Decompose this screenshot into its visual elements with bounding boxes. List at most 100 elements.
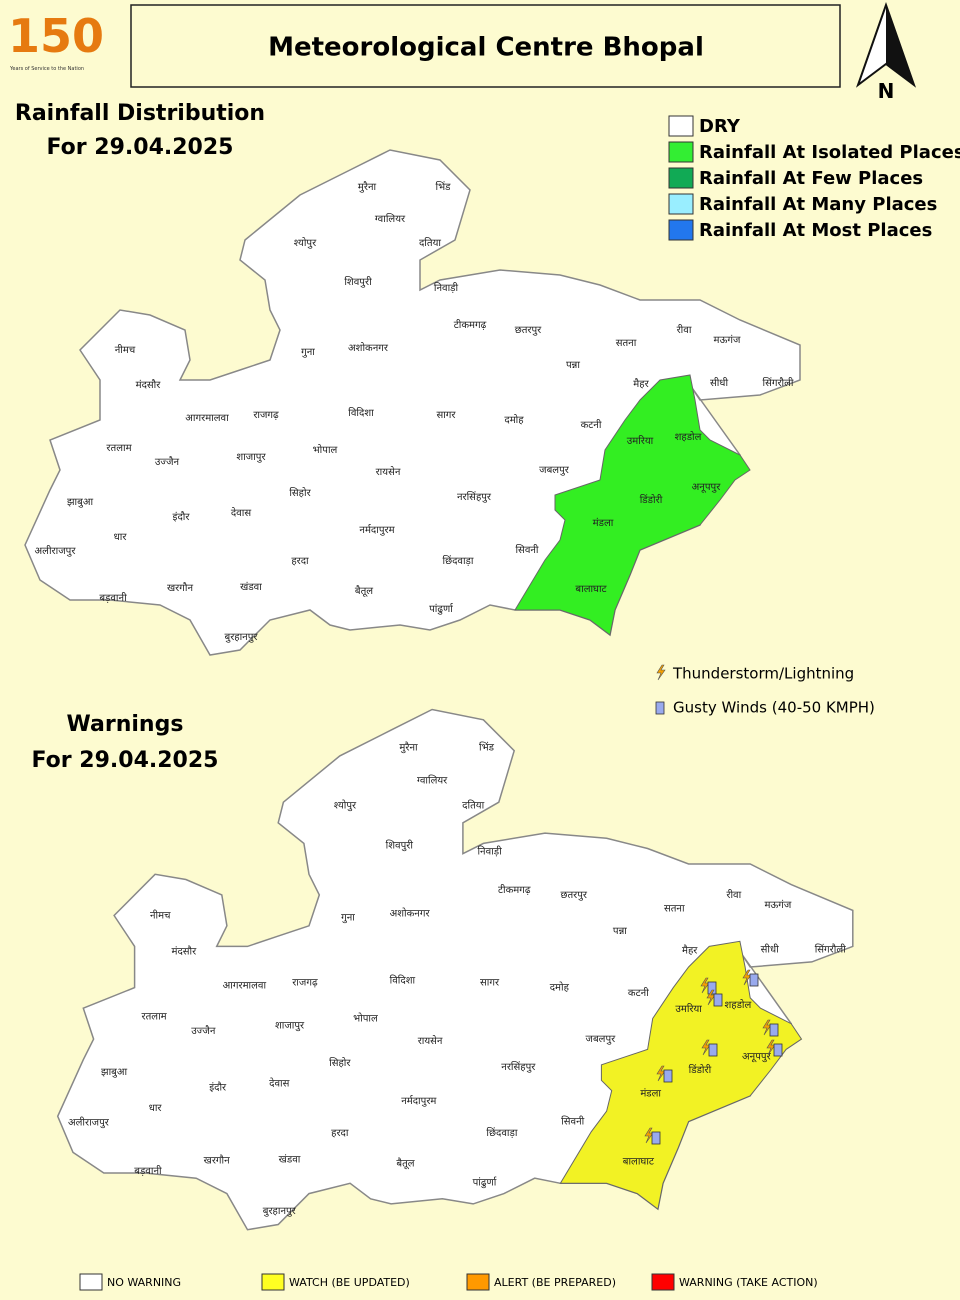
district-label: सागर — [480, 977, 500, 988]
district-label: बड़वानी — [99, 592, 127, 604]
legend-swatch — [668, 141, 694, 163]
district-label: मंडला — [640, 1088, 661, 1100]
district-label: सीधी — [710, 377, 729, 389]
district-label: छतरपुर — [560, 890, 587, 901]
district-label: उमरिया — [675, 1003, 702, 1015]
map-title: Rainfall Distribution — [15, 101, 265, 126]
district-label: दमोह — [504, 414, 524, 426]
district-label: भिंड — [436, 181, 452, 193]
district-label: राजगढ़ — [292, 977, 318, 988]
wind-icon — [773, 1043, 783, 1057]
symbol-label: Thunderstorm/Lightning — [672, 665, 854, 683]
district-label: विदिशा — [348, 407, 374, 419]
district-label: रीवा — [726, 889, 741, 901]
legend-label: Rainfall At Most Places — [699, 220, 932, 241]
district-label: देवास — [231, 507, 251, 519]
district-label: मुरैना — [358, 181, 377, 193]
district-label: मैहर — [633, 378, 649, 390]
district-label: कटनी — [581, 419, 602, 431]
district-label: गुना — [341, 913, 355, 924]
district-label: छतरपुर — [515, 325, 542, 336]
wind-icon — [663, 1069, 673, 1083]
district-label: मऊगंज — [764, 899, 791, 911]
district-label: छिंदवाड़ा — [486, 1127, 517, 1139]
district-label: शाजापुर — [236, 452, 266, 463]
district-label: श्योपुर — [294, 237, 317, 249]
legend-swatch — [668, 193, 694, 215]
district-label: गुना — [301, 347, 315, 358]
wind-icon — [651, 1131, 661, 1145]
legend-swatch — [668, 115, 694, 137]
district-label: अशोकनगर — [348, 342, 389, 354]
thunder-icon — [762, 1019, 772, 1036]
district-label: ग्वालियर — [375, 213, 406, 225]
district-label: उज्जैन — [191, 1025, 216, 1037]
district-label: शाजापुर — [275, 1021, 305, 1032]
map-date: For 29.04.2025 — [32, 748, 219, 773]
district-label: छिंदवाड़ा — [443, 555, 474, 567]
map-title: Warnings — [67, 712, 184, 737]
district-label: सिंगरौली — [762, 377, 793, 389]
district-label: राजगढ़ — [253, 410, 279, 421]
district-label: मुरैना — [399, 742, 418, 754]
district-label: पन्ना — [613, 926, 627, 937]
district-label: बुरहानपुर — [263, 1206, 297, 1217]
legend-label: Rainfall At Isolated Places — [699, 142, 960, 163]
district-label: नर्मदापुरम — [401, 1095, 437, 1107]
wind-icon — [769, 1023, 779, 1037]
district-label: सिहोर — [289, 487, 311, 499]
district-label: भोपाल — [313, 444, 338, 456]
district-label: अशोकनगर — [390, 907, 431, 919]
district-label: पन्ना — [566, 360, 580, 371]
thunder-icon — [644, 1127, 654, 1144]
district-label: धार — [114, 532, 128, 543]
district-label: सिहोर — [329, 1057, 351, 1069]
district-label: पांढुर्णा — [429, 603, 454, 615]
district-label: सीधी — [761, 943, 780, 955]
wind-icon — [708, 1043, 718, 1057]
district-label: रायसेन — [376, 466, 401, 478]
legend-label: WATCH (BE UPDATED) — [289, 1276, 410, 1289]
district-label: सिवनी — [515, 544, 538, 556]
district-label: बड़वानी — [134, 1165, 162, 1177]
district-label: अलीराजपुर — [35, 545, 77, 557]
title-box — [130, 4, 841, 88]
legend-swatch — [651, 1273, 675, 1291]
district-label: सागर — [436, 410, 456, 421]
district-label: पांढुर्णा — [473, 1176, 498, 1188]
district-label: धार — [149, 1103, 163, 1114]
district-label: मैहर — [682, 945, 698, 957]
district-label: नीमच — [150, 910, 171, 922]
district-label: निवाड़ी — [477, 846, 502, 858]
north-arrow-half — [886, 5, 914, 85]
wind-icon — [655, 701, 665, 715]
legend-label: WARNING (TAKE ACTION) — [679, 1276, 818, 1289]
district-label: अनूपपुर — [692, 482, 722, 493]
district-label: दतिया — [419, 237, 441, 249]
district-label: कटनी — [628, 987, 649, 999]
district-label: जबलपुर — [539, 465, 570, 476]
district-label: रीवा — [677, 324, 692, 336]
district-label: शहडोल — [675, 431, 702, 443]
thunder-icon — [656, 1065, 666, 1082]
north-label: N — [878, 79, 895, 103]
district-label: दतिया — [462, 799, 484, 811]
district-label: बुरहानपुर — [224, 632, 258, 643]
district-label: हरदा — [291, 556, 309, 567]
district-label: उमरिया — [627, 435, 654, 447]
district-label: डिंडोरी — [689, 1064, 712, 1076]
thunder-icon — [701, 1039, 711, 1056]
district-label: अनूपपुर — [742, 1052, 772, 1063]
highlight-region — [514, 374, 751, 636]
district-label: सतना — [664, 903, 685, 914]
legend-swatch — [261, 1273, 285, 1291]
district-label: भिंड — [479, 742, 495, 754]
district-label: शिवपुरी — [344, 276, 372, 288]
district-label: बालाघाट — [575, 584, 607, 595]
legend-label: Rainfall At Many Places — [699, 194, 937, 215]
district-label: इंदौर — [173, 511, 191, 523]
district-label: रतलाम — [142, 1011, 168, 1022]
legend-label: NO WARNING — [107, 1276, 181, 1289]
district-label: अलीराजपुर — [68, 1117, 110, 1129]
